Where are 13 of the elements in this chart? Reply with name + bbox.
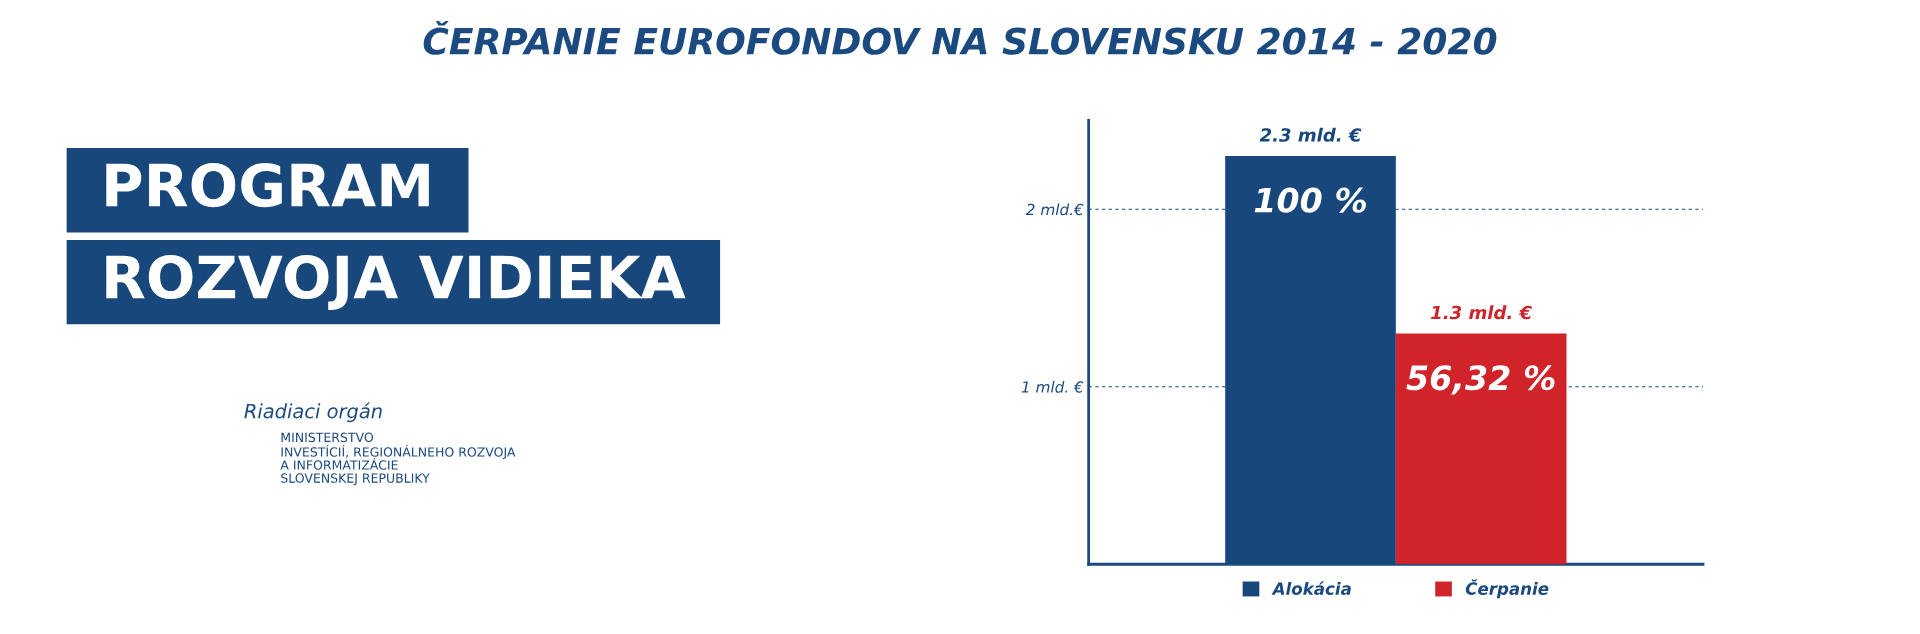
legend-label: Alokácia: [1271, 581, 1351, 595]
chart-title: ČERPANIE EUROFONDOV NA SLOVENSKU 2014 - 2020: [423, 20, 1497, 55]
text: PROGRAM ROZVOJA VIDIEKA: [106, 163, 686, 310]
y-tick-label: 1 mld. €: [1021, 380, 1084, 393]
data-label: 1.3 mld. €: [1431, 305, 1532, 320]
text: MINISTERSTVO: [281, 432, 374, 443]
data-label: 2.3 mld. €: [1259, 127, 1362, 142]
annotation: 56,32 %: [1406, 365, 1555, 395]
annotation: 100 %: [1254, 187, 1366, 213]
y-tick-label: 2 mld.€: [1025, 203, 1084, 216]
text: Riadiaci orgán: [244, 402, 382, 423]
text: INVESTÍCIÍ, REGIONÁLNEHO ROZVOJA A INFORMATIZÁCIE SLOVENSKEJ REPUBLIKY: [280, 444, 516, 486]
legend-label: Čerpanie: [1465, 579, 1549, 599]
